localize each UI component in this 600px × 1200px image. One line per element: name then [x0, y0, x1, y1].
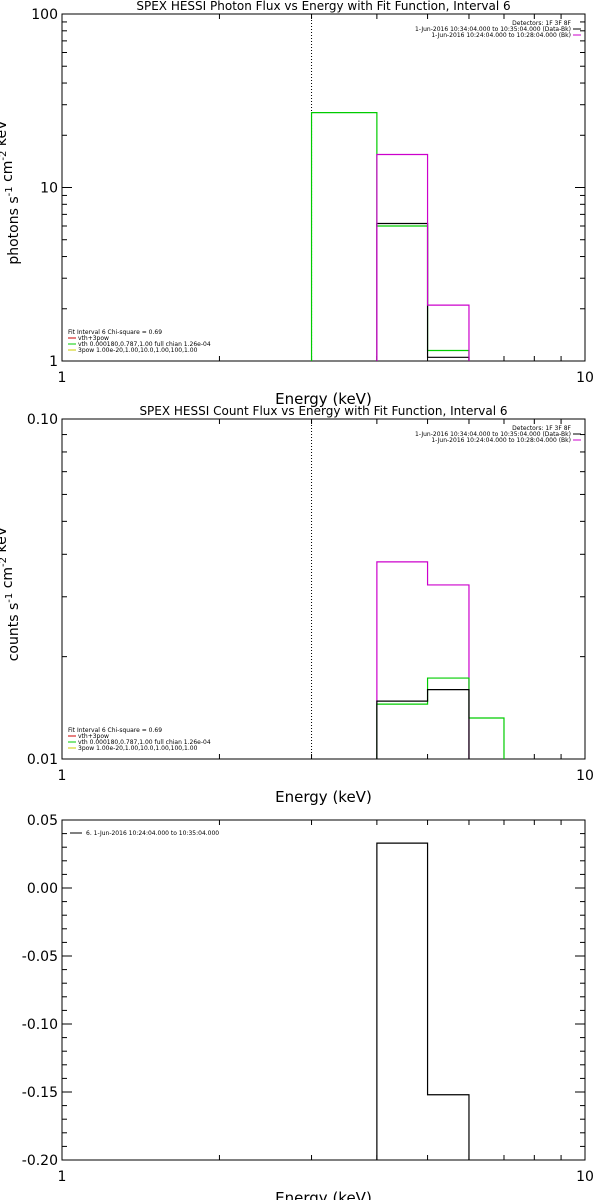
plot-frame — [61, 819, 586, 1161]
legend-bottom-left-text: vth 0.000180,0.787,1.00 full chian 1.26e… — [78, 341, 211, 348]
y-axis-label: counts s-1 cm-2 keV-1 — [0, 517, 22, 662]
y-tick-label: 0.10 — [27, 412, 58, 428]
legend-top-left-text: 6. 1-Jun-2016 10:24:04.000 to 10:35:04.0… — [86, 830, 219, 837]
x-tick-label: 1 — [58, 1169, 67, 1185]
legend-top-right-text: 1-Jun-2016 10:24:04.000 to 10:28:04.000 … — [431, 32, 571, 39]
y-tick-label: -0.15 — [22, 1085, 58, 1101]
y-axis-label-exponent: -2 — [0, 557, 9, 567]
legend-bottom-left-text: vth 0.000180,0.787,1.00 full chian 1.26e… — [78, 739, 211, 746]
y-axis-label-part: counts s — [6, 603, 22, 662]
y-tick-label: -0.20 — [22, 1153, 58, 1169]
y-axis-label-exponent: -2 — [0, 151, 9, 161]
legend-bottom-left-text: vth+3pow — [78, 335, 109, 342]
y-tick-label: -0.05 — [22, 949, 58, 965]
y-axis-label: photons s-1 cm-2 keV-1 — [0, 110, 22, 264]
y-axis-label-part: photons s — [6, 196, 22, 264]
series-line-2 — [376, 677, 505, 759]
plot-frame — [61, 418, 586, 760]
chart-panel-2: SPEX HESSI Count Flux vs Energy with Fit… — [0, 404, 594, 806]
y-tick-label: -0.10 — [22, 1017, 58, 1033]
series-line-3 — [376, 153, 470, 361]
legend-bottom-left-text: 3pow 1.00e-20,1.00,10.0,1.00,100,1.00 — [78, 347, 198, 354]
y-axis-label-exponent: -1 — [0, 517, 3, 527]
legend-top-right-text: Detectors: 1F 3F 8F — [512, 20, 571, 27]
legend-top-right-text: 1-Jun-2016 10:24:04.000 to 10:28:04.000 … — [431, 437, 571, 444]
chart-panel-3: 1 10 Energy (keV) 0.05 0.00 -0.05 -0.10 -0.15 -0… — [22, 813, 594, 1200]
legend-bottom-left-text: vth+3pow — [78, 733, 109, 740]
y-tick-label: 0.01 — [27, 752, 58, 768]
series-line-2 — [376, 222, 470, 361]
y-tick-label: 0.00 — [27, 881, 58, 897]
x-tick-label: 10 — [576, 768, 594, 784]
chart-title: SPEX HESSI Count Flux vs Energy with Fit… — [139, 404, 507, 418]
series-line-3 — [376, 688, 470, 759]
x-tick-label: 10 — [576, 1169, 594, 1185]
y-tick-label: 1 — [49, 354, 58, 370]
y-axis-label-part: cm — [0, 567, 16, 593]
chart-title: SPEX HESSI Photon Flux vs Energy with Fi… — [136, 0, 510, 13]
x-axis-label: Energy (keV) — [275, 788, 372, 806]
y-axis-label-part: keV — [0, 120, 10, 151]
y-axis-label-exponent: -1 — [4, 593, 15, 603]
y-axis-label-part: keV — [0, 526, 10, 557]
legend-top-right-text: 1-Jun-2016 10:34:04.000 to 10:35:04.000 … — [415, 431, 571, 438]
y-axis-label-exponent: -1 — [4, 186, 15, 196]
series-line-1 — [376, 842, 470, 1160]
x-tick-label: 1 — [58, 370, 67, 386]
plot-frame — [61, 13, 586, 362]
y-tick-label: 100 — [31, 7, 58, 23]
legend-top-right-text: Detectors: 1F 3F 8F — [512, 425, 571, 432]
y-axis-label-exponent: -1 — [0, 110, 3, 120]
chart-panel-1: SPEX HESSI Photon Flux vs Energy with Fi… — [0, 0, 594, 408]
legend-bottom-left-text: 3pow 1.00e-20,1.00,10.0,1.00,100,1.00 — [78, 745, 198, 752]
series-line-1 — [376, 561, 470, 759]
y-axis-label-part: cm — [0, 161, 16, 187]
series-line-1 — [310, 112, 470, 361]
x-tick-label: 10 — [576, 370, 594, 386]
x-tick-label: 1 — [58, 768, 67, 784]
legend-bottom-left-text: Fit Interval 6 Chi-square = 0.69 — [68, 727, 162, 734]
y-tick-label: 0.05 — [27, 813, 58, 829]
y-tick-label: 10 — [40, 181, 58, 197]
legend-bottom-left-text: Fit Interval 6 Chi-square = 0.69 — [68, 329, 162, 336]
legend-top-right-text: 1-Jun-2016 10:34:04.000 to 10:35:04.000 … — [415, 26, 571, 33]
x-axis-label: Energy (keV) — [275, 1189, 372, 1200]
x-axis-label: Energy (keV) — [275, 390, 372, 408]
